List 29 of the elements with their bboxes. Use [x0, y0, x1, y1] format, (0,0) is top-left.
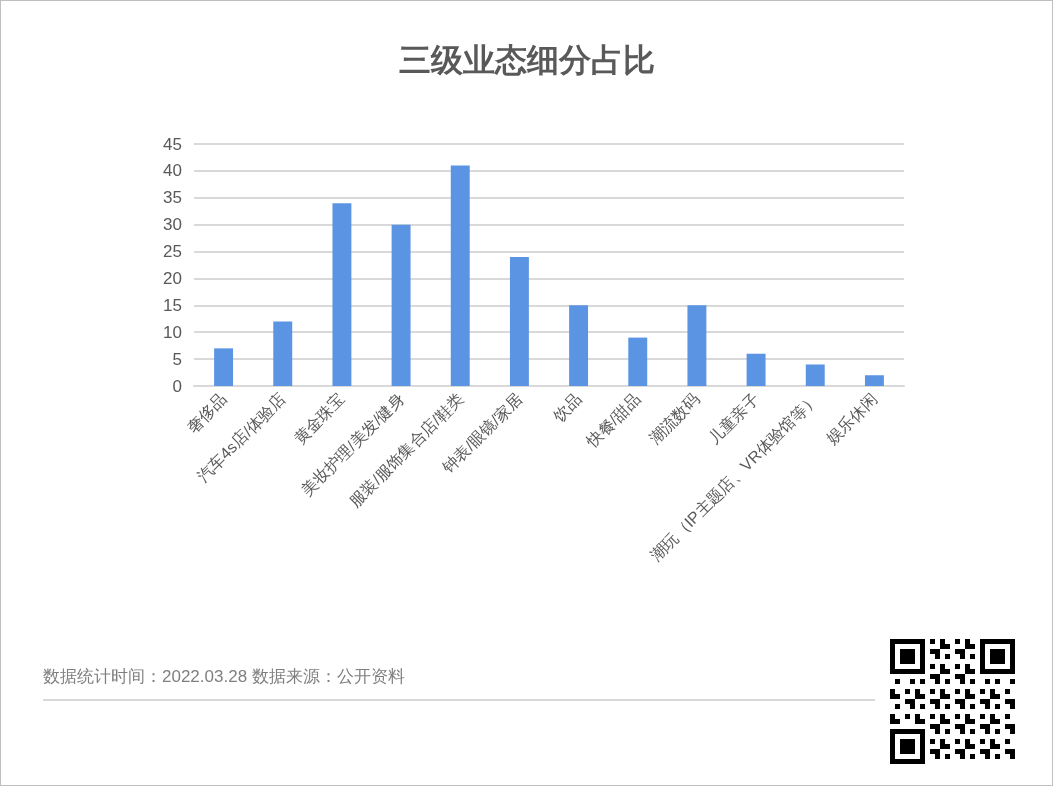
text: 数据统计时间：2022.03.28 数据来源：公开资料	[43, 667, 405, 686]
y-tick-label: 20	[163, 268, 182, 288]
x-tick-label: 奢侈品	[183, 389, 230, 436]
bar	[450, 165, 470, 386]
y-tick-label: 15	[163, 295, 182, 315]
y-tick-label: 35	[163, 188, 182, 208]
y-tick-label: 25	[163, 242, 182, 262]
x-tick-label: 快餐/甜品	[582, 389, 644, 452]
y-tick-label: 5	[172, 349, 182, 369]
bar	[687, 305, 707, 386]
chart-title: 三级业态细分占比	[398, 42, 655, 78]
x-tick-label: 娱乐休闲	[823, 389, 881, 448]
bar	[746, 353, 766, 386]
y-tick-label: 45	[163, 134, 182, 154]
bar	[332, 203, 352, 386]
bar	[805, 364, 825, 386]
x-tick-label: 潮流数码	[645, 389, 703, 448]
x-tick-label: 饮品	[549, 389, 585, 426]
bar	[214, 348, 234, 386]
y-tick-label: 0	[172, 376, 182, 396]
bar	[864, 375, 884, 386]
bar	[391, 224, 411, 386]
y-tick-label: 30	[163, 215, 182, 235]
bar	[509, 256, 529, 386]
bar	[569, 305, 589, 386]
y-tick-label: 10	[163, 322, 182, 342]
bar	[273, 321, 293, 386]
y-tick-label: 40	[163, 161, 182, 181]
bar	[628, 337, 648, 386]
